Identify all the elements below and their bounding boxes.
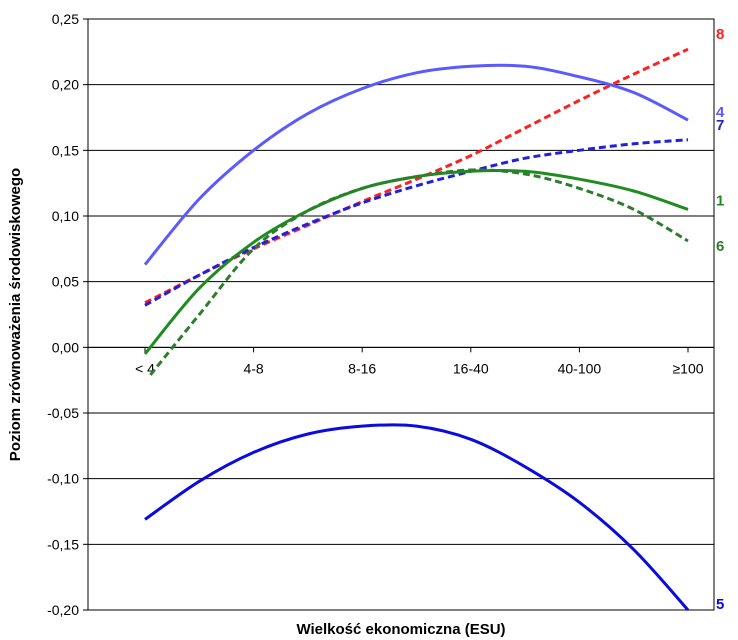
series-label-7: 7	[716, 117, 724, 134]
y-tick-label: 0,20	[52, 77, 79, 93]
series-label-6: 6	[716, 238, 724, 255]
y-tick-label: -0,20	[47, 602, 79, 618]
x-tick-labels: < 4 4-8 8-16 16-40 40-100 ≥100	[135, 347, 704, 376]
y-tick-label: 0,25	[52, 11, 79, 27]
x-tick-label: 8-16	[348, 360, 376, 376]
series-label-5: 5	[716, 596, 724, 613]
x-tick-label: 4-8	[243, 360, 263, 376]
series-line-1	[143, 169, 689, 355]
series-line-5	[144, 423, 690, 611]
series-line-6	[149, 168, 689, 376]
series-label-4: 4	[716, 104, 725, 121]
y-tick-labels: 0,25 0,20 0,15 0,10 0,05 0,00 -0,05 -0,10 -0,15 -…	[47, 11, 79, 618]
y-tick-label: 0,10	[52, 208, 79, 224]
y-tick-label: -0,10	[47, 471, 79, 487]
y-tick-label: 0,00	[52, 339, 79, 355]
series-label-8: 8	[716, 26, 724, 43]
y-tick-label: 0,05	[52, 274, 79, 290]
y-tick-label: -0,05	[47, 405, 79, 421]
y-tick-label: 0,15	[52, 142, 79, 158]
y-tick-label: -0,15	[47, 536, 79, 552]
series-labels: 8 47 1 6 5	[716, 26, 725, 613]
x-axis-title: Wielkość ekonomiczna (ESU)	[296, 621, 505, 638]
x-tick-label: 16-40	[453, 360, 489, 376]
series-lines	[143, 47, 690, 611]
y-axis-title: Poziom zrównoważenia środowiskowego	[7, 168, 24, 461]
x-tick-label: ≥100	[672, 360, 703, 376]
series-line-4	[143, 63, 689, 266]
plot-area-frame	[87, 18, 715, 611]
x-tick-label: < 4	[135, 360, 155, 376]
x-tick-label: 40-100	[558, 360, 602, 376]
series-label-1: 1	[716, 192, 724, 209]
